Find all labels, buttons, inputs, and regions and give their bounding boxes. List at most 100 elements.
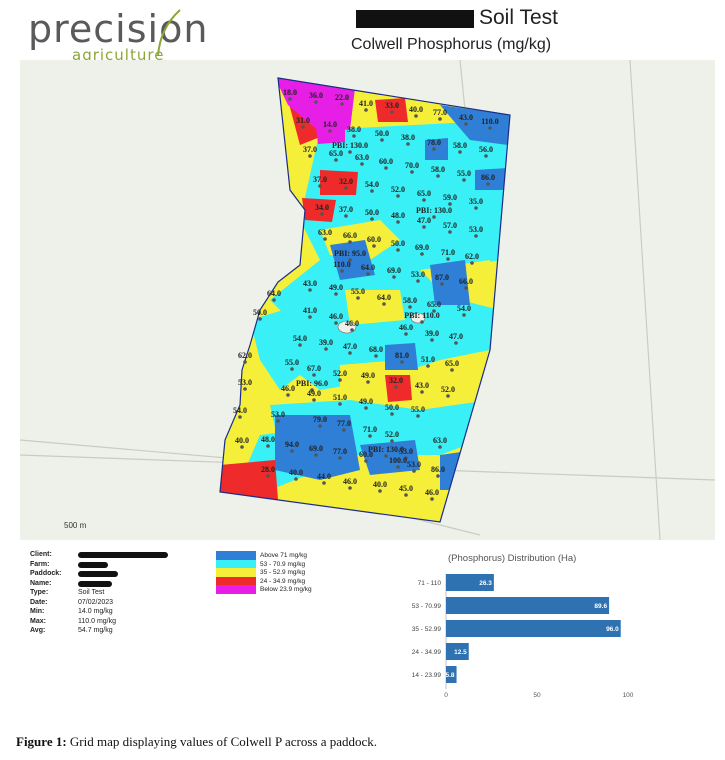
- sample-point-marker: [420, 252, 424, 256]
- sample-value-label: 69.0: [387, 266, 401, 275]
- legend-swatch: [216, 576, 256, 585]
- sample-value-label: 70.0: [405, 161, 419, 170]
- category-tick-label: 14 - 23.99: [412, 672, 442, 679]
- sample-value-label: 66.0: [459, 277, 473, 286]
- sample-value-label: 60.0: [367, 235, 381, 244]
- x-tick-label: 50: [533, 692, 541, 699]
- sample-point-marker: [486, 182, 490, 186]
- sample-point-marker: [348, 258, 352, 262]
- sample-value-label: 65.0: [329, 149, 343, 158]
- sample-point-marker: [462, 313, 466, 317]
- sample-point-marker: [438, 117, 442, 121]
- sample-value-label: 47.0: [449, 332, 463, 341]
- sample-value-label: 53.0: [399, 447, 413, 456]
- sample-value-label: 69.0: [415, 243, 429, 252]
- sample-value-label: 31.0: [296, 116, 310, 125]
- sample-point-marker: [474, 234, 478, 238]
- sample-value-label: 38.0: [347, 125, 361, 134]
- sample-value-label: 49.0: [329, 283, 343, 292]
- sample-point-marker: [484, 154, 488, 158]
- sample-point-marker: [390, 439, 394, 443]
- sample-point-marker: [396, 220, 400, 224]
- sample-value-label: 66.0: [343, 231, 357, 240]
- sample-point-marker: [436, 474, 440, 478]
- sample-point-marker: [454, 341, 458, 345]
- sample-point-marker: [420, 320, 424, 324]
- redacted-title-text: [356, 10, 474, 28]
- paddock-boundary: [219, 77, 511, 523]
- sample-point-marker: [323, 237, 327, 241]
- sample-value-label: 65.0: [427, 300, 441, 309]
- sample-value-label: 53.0: [411, 270, 425, 279]
- sample-value-label: 79.0: [313, 415, 327, 424]
- sample-value-label: 58.0: [453, 141, 467, 150]
- sample-value-label: 56.0: [479, 145, 493, 154]
- sample-value-label: 43.0: [459, 113, 473, 122]
- sample-value-label: 51.0: [421, 355, 435, 364]
- info-value: 110.0 mg/kg: [78, 617, 117, 625]
- sample-value-label: 100.0: [389, 456, 407, 465]
- sample-point-marker: [328, 129, 332, 133]
- category-tick-label: 53 - 70.99: [412, 603, 442, 610]
- sample-value-label: PBI: 96.0: [296, 379, 328, 388]
- sample-point-marker: [384, 454, 388, 458]
- sample-value-label: 54.0: [365, 180, 379, 189]
- sample-point-marker: [288, 97, 292, 101]
- info-value: 14.0 mg/kg: [78, 608, 113, 615]
- sample-point-marker: [384, 166, 388, 170]
- sample-point-marker: [464, 286, 468, 290]
- sample-point-marker: [382, 302, 386, 306]
- sample-value-label: 77.0: [433, 108, 447, 117]
- sample-point-marker: [370, 217, 374, 221]
- sample-value-label: 45.0: [399, 484, 413, 493]
- sample-value-label: 22.0: [335, 93, 349, 102]
- sample-point-marker: [408, 305, 412, 309]
- sample-value-label: 50.0: [365, 208, 379, 217]
- bar-value-label: 89.6: [594, 603, 607, 610]
- sample-point-marker: [374, 354, 378, 358]
- sample-value-label: 58.0: [431, 165, 445, 174]
- sample-value-label: 50.0: [375, 129, 389, 138]
- paddock-map[interactable]: 18.0 36.0 22.0 41.0 33.0 40.0 77.0 43.0 110.0 31.…: [20, 60, 715, 540]
- sample-value-label: PBI: 130.0: [368, 445, 404, 454]
- sample-point-marker: [412, 469, 416, 473]
- sample-point-marker: [448, 202, 452, 206]
- distribution-bar: [446, 597, 610, 614]
- sample-value-label: 46.0: [399, 323, 413, 332]
- sample-point-marker: [414, 114, 418, 118]
- sample-point-marker: [446, 394, 450, 398]
- bar-value-label: 12.5: [454, 649, 467, 656]
- sample-value-label: 55.0: [351, 287, 365, 296]
- map-canvas: 18.0 36.0 22.0 41.0 33.0 40.0 77.0 43.0 110.0 31.…: [20, 60, 715, 540]
- distribution-bar: [446, 666, 457, 683]
- legend-label: 35 - 52.9 mg/kg: [260, 569, 306, 576]
- sample-value-label: 37.0: [303, 145, 317, 154]
- bar-value-label: 5.8: [446, 672, 455, 679]
- legend-label: 24 - 34.9 mg/kg: [260, 577, 306, 585]
- sample-point-marker: [370, 189, 374, 193]
- sample-value-label: 43.0: [303, 279, 317, 288]
- distribution-bar: [446, 643, 469, 660]
- sample-point-marker: [364, 108, 368, 112]
- sample-point-marker: [416, 414, 420, 418]
- info-key: Name:: [30, 579, 52, 587]
- sample-point-marker: [390, 110, 394, 114]
- sample-point-marker: [308, 288, 312, 292]
- figure-caption: Figure 1: Grid map displaying values of …: [16, 734, 377, 750]
- sample-point-marker: [344, 214, 348, 218]
- sample-point-marker: [360, 162, 364, 166]
- sample-value-label: 86.0: [431, 465, 445, 474]
- sample-value-label: 37.0: [339, 205, 353, 214]
- logo-subtitle: agriculture: [72, 46, 165, 64]
- sample-point-marker: [294, 477, 298, 481]
- sample-value-label: 86.0: [481, 173, 495, 182]
- distribution-chart-title: (Phosphorus) Distribution (Ha): [448, 553, 577, 564]
- sample-value-label: 46.0: [343, 477, 357, 486]
- sample-point-marker: [318, 184, 322, 188]
- sample-point-marker: [420, 390, 424, 394]
- sample-point-marker: [458, 150, 462, 154]
- sample-value-label: 54.0: [293, 334, 307, 343]
- sample-value-label: 40.0: [235, 436, 249, 445]
- sample-point-marker: [438, 445, 442, 449]
- sample-point-marker: [446, 257, 450, 261]
